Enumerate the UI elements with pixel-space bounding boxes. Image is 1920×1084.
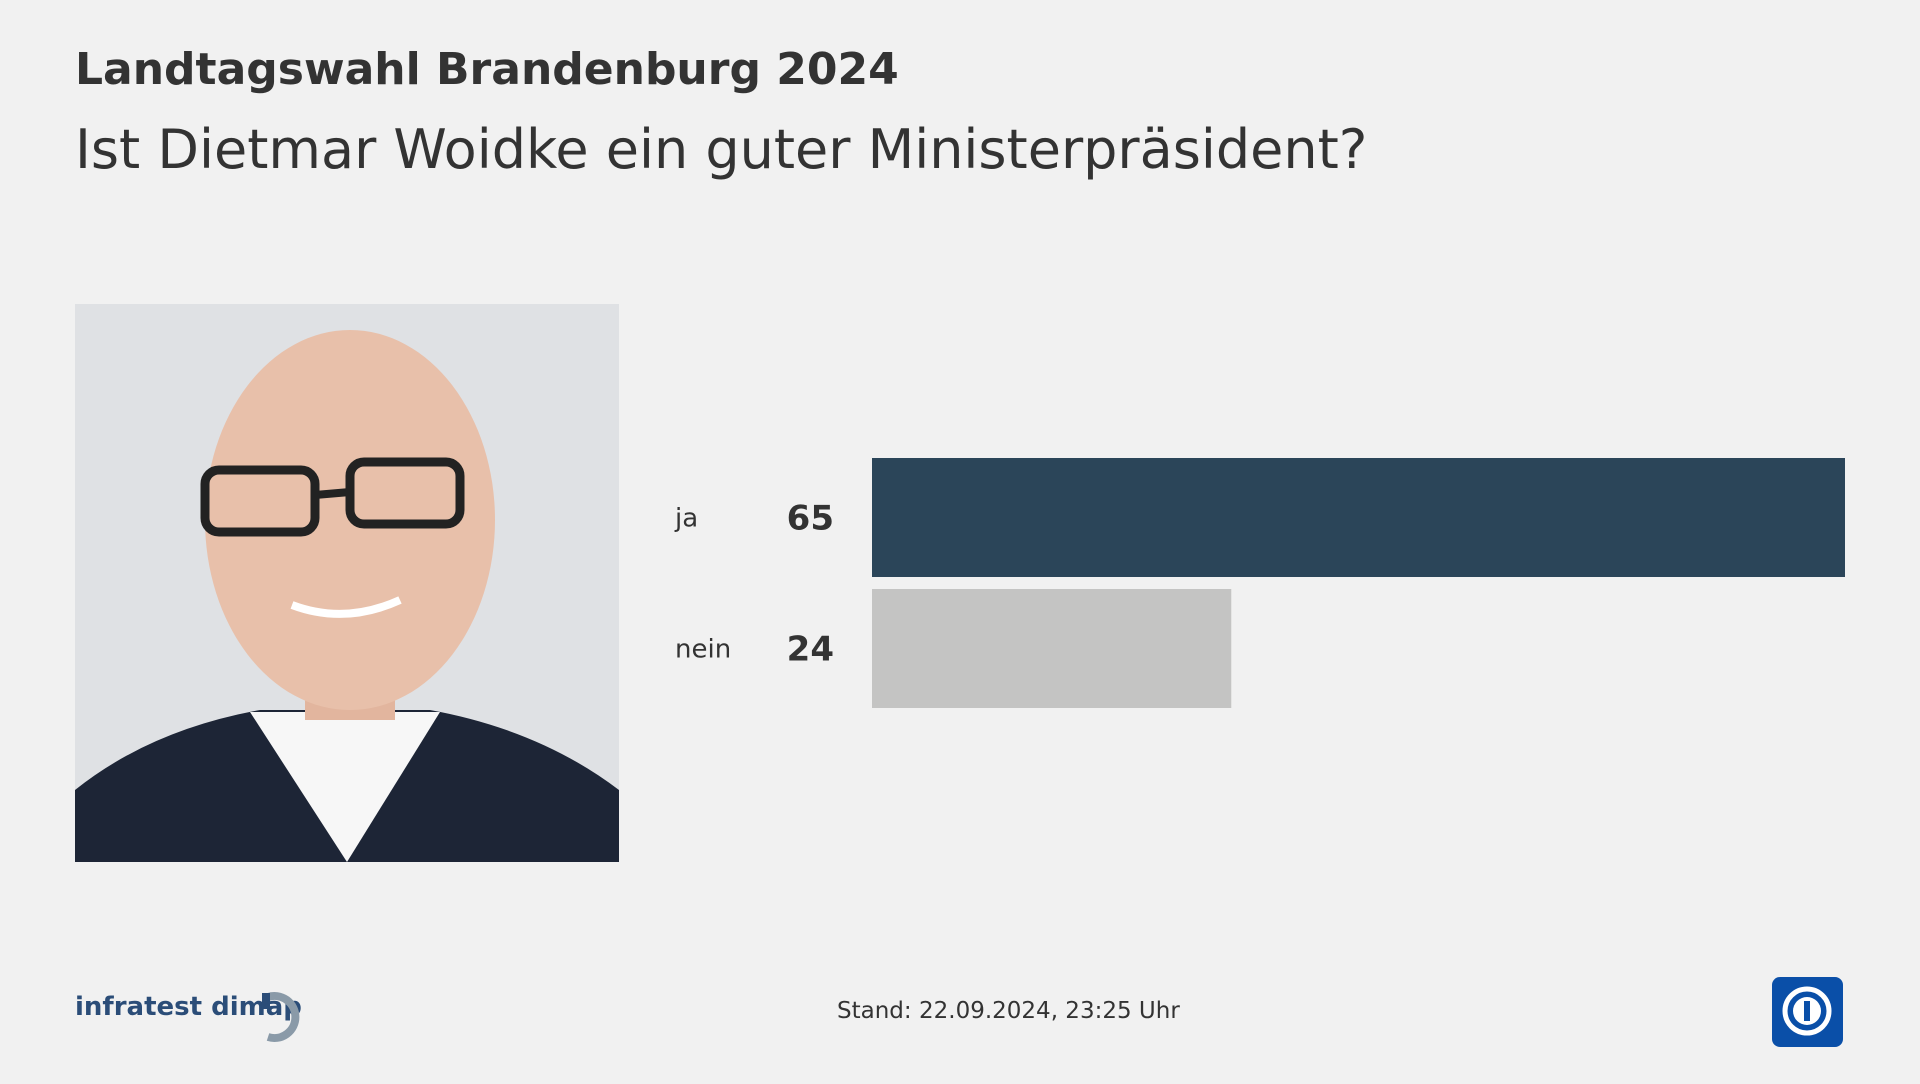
chart-title: Landtagswahl Brandenburg 2024 <box>75 44 899 95</box>
source-logo: infratest dimap <box>75 992 302 1042</box>
bar <box>872 458 1845 577</box>
stand-date: 22.09.2024, 23:25 Uhr <box>919 998 1180 1024</box>
value-label: 65 <box>787 499 834 539</box>
bar <box>872 589 1232 708</box>
value-label: 24 <box>787 630 834 670</box>
category-label: ja <box>674 504 698 534</box>
chart-subtitle: Ist Dietmar Woidke ein guter Ministerprä… <box>75 118 1367 181</box>
portrait <box>75 304 619 862</box>
stand-label: Stand: <box>837 998 912 1024</box>
category-label: nein <box>675 635 731 665</box>
bars: ja 65 nein 24 <box>674 458 1845 708</box>
broadcaster-logo <box>1772 977 1843 1047</box>
